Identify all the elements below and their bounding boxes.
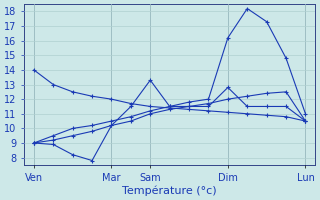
X-axis label: Température (°c): Température (°c) — [122, 185, 217, 196]
